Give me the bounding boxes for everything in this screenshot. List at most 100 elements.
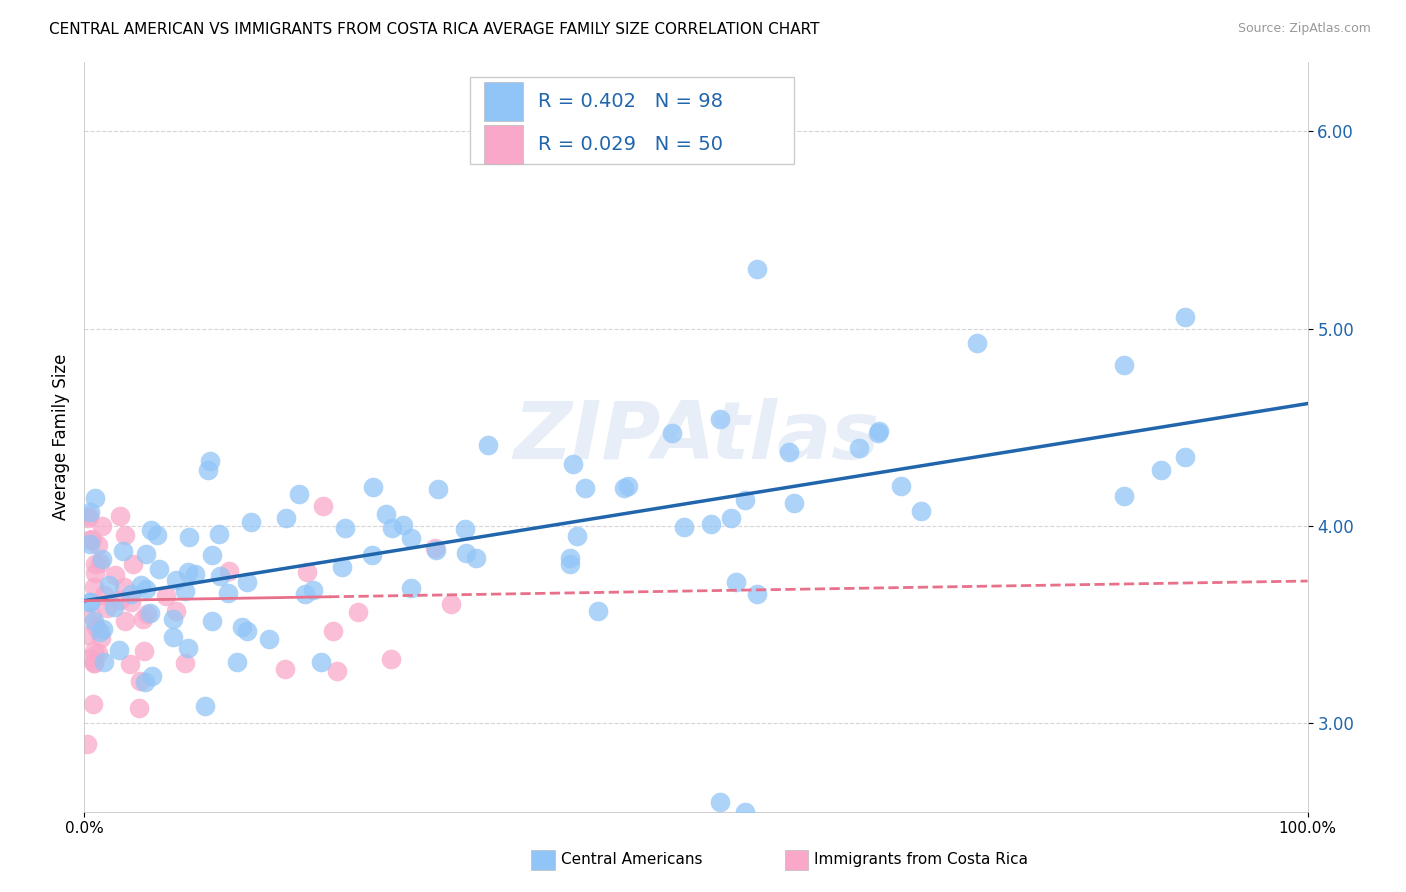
Point — [700, 516, 723, 531]
Point — [240, 516, 263, 530]
Point — [177, 565, 200, 579]
Point — [83, 656, 105, 670]
Point — [177, 530, 200, 544]
Point — [201, 615, 224, 629]
Point — [108, 643, 131, 657]
Point — [616, 478, 638, 492]
Point — [89, 624, 111, 639]
Point — [226, 656, 249, 670]
Point — [1114, 489, 1136, 503]
Text: Source: ZipAtlas.com: Source: ZipAtlas.com — [1237, 22, 1371, 36]
Point — [114, 527, 136, 541]
Point — [565, 529, 588, 543]
Point — [83, 643, 105, 657]
Point — [673, 520, 696, 534]
Point — [747, 262, 769, 277]
Text: R = 0.029   N = 50: R = 0.029 N = 50 — [538, 135, 723, 154]
Point — [361, 549, 384, 563]
Point — [84, 620, 107, 634]
Point — [734, 805, 756, 819]
Point — [135, 582, 157, 596]
Point — [236, 624, 259, 638]
Point — [84, 557, 107, 571]
Point — [79, 594, 101, 608]
Point — [1150, 463, 1173, 477]
Point — [87, 538, 110, 552]
Point — [560, 551, 582, 566]
Point — [200, 453, 222, 467]
Point — [84, 491, 107, 506]
Point — [747, 587, 769, 601]
Point — [91, 622, 114, 636]
FancyBboxPatch shape — [484, 125, 523, 164]
Point — [83, 580, 105, 594]
Point — [288, 487, 311, 501]
Text: R = 0.402   N = 98: R = 0.402 N = 98 — [538, 92, 723, 111]
Point — [322, 624, 344, 639]
Point — [1114, 359, 1136, 373]
Point — [477, 438, 499, 452]
Point — [103, 599, 125, 614]
Point — [868, 426, 890, 441]
Y-axis label: Average Family Size: Average Family Size — [52, 354, 70, 520]
Point — [381, 520, 404, 534]
FancyBboxPatch shape — [470, 78, 794, 163]
Point — [77, 511, 100, 525]
Point — [83, 615, 105, 629]
Point — [425, 543, 447, 558]
Point — [257, 632, 280, 646]
Point — [93, 588, 115, 602]
Point — [295, 566, 318, 580]
Point — [724, 575, 747, 590]
Point — [91, 518, 114, 533]
Text: Central Americans: Central Americans — [561, 853, 703, 867]
Point — [391, 518, 413, 533]
Point — [208, 527, 231, 541]
Point — [110, 508, 132, 523]
Point — [165, 604, 187, 618]
Point — [77, 508, 100, 523]
Point — [586, 603, 609, 617]
Point — [177, 640, 200, 655]
Point — [76, 628, 98, 642]
Point — [465, 550, 488, 565]
Point — [83, 657, 105, 671]
Point — [454, 522, 477, 536]
Point — [139, 606, 162, 620]
Point — [128, 700, 150, 714]
Point — [148, 562, 170, 576]
Point — [79, 505, 101, 519]
Point — [79, 533, 101, 548]
Point — [709, 411, 731, 425]
Point — [309, 655, 332, 669]
Point — [1174, 310, 1197, 325]
Point — [197, 463, 219, 477]
Point — [93, 655, 115, 669]
Point — [141, 669, 163, 683]
Point — [89, 556, 111, 570]
Point — [380, 652, 402, 666]
Point — [425, 541, 447, 555]
Point — [79, 650, 101, 665]
Point — [90, 632, 112, 646]
Point — [120, 587, 142, 601]
Point — [174, 583, 197, 598]
Point — [135, 547, 157, 561]
Point — [330, 560, 353, 574]
Point — [110, 593, 132, 607]
Point — [333, 521, 356, 535]
Point — [132, 644, 155, 658]
Point — [162, 612, 184, 626]
Text: ZIPAtlas: ZIPAtlas — [513, 398, 879, 476]
Point — [734, 493, 756, 508]
Point — [720, 511, 742, 525]
Point — [217, 586, 239, 600]
Point — [96, 601, 118, 615]
Point — [558, 558, 581, 572]
Text: CENTRAL AMERICAN VS IMMIGRANTS FROM COSTA RICA AVERAGE FAMILY SIZE CORRELATION C: CENTRAL AMERICAN VS IMMIGRANTS FROM COST… — [49, 22, 820, 37]
Point — [574, 481, 596, 495]
Point — [87, 647, 110, 661]
Point — [401, 531, 423, 545]
Point — [709, 795, 731, 809]
Point — [114, 614, 136, 628]
